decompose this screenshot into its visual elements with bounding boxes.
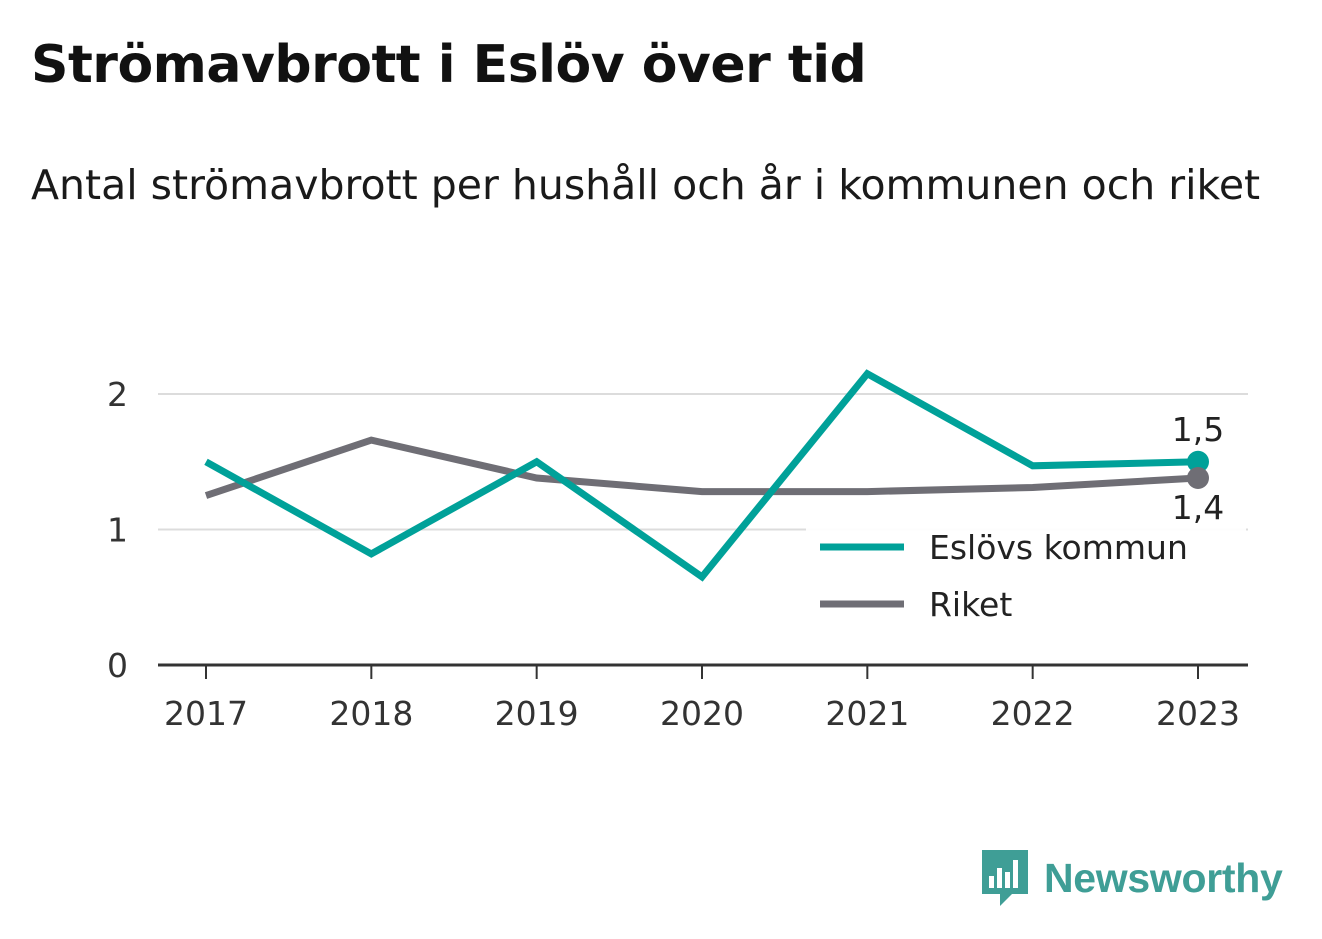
series: 1,5 1,4 <box>204 369 1224 582</box>
end-label: 1,4 <box>1172 488 1224 527</box>
x-tick-label: 2021 <box>825 694 909 733</box>
end-label: 1,5 <box>1172 410 1224 449</box>
newsworthy-logo: Newsworthy <box>980 848 1283 908</box>
y-tick-label: 1 <box>107 511 128 550</box>
chart-subtitle: Antal strömavbrott per hushåll och år i … <box>31 161 1261 209</box>
legend: Eslövs kommun Riket <box>806 524 1246 636</box>
x-tick-label: 2019 <box>495 694 579 733</box>
brand-name: Newsworthy <box>1044 854 1283 901</box>
x-tick-label: 2018 <box>329 694 413 733</box>
end-point-eslov <box>1187 450 1209 473</box>
legend-label: Riket <box>929 585 1012 624</box>
y-tick-label: 0 <box>107 646 128 685</box>
axes: 0 1 2 2017 2018 2019 2020 2021 2022 2023 <box>107 375 1248 733</box>
y-tick-label: 2 <box>107 375 128 414</box>
x-tick-label: 2022 <box>991 694 1075 733</box>
line-chart: 0 1 2 2017 2018 2019 2020 2021 2022 2023 1,5 1,4 E… <box>107 369 1248 733</box>
bar-chart-speech-bubble-icon <box>982 850 1028 906</box>
legend-label: Eslövs kommun <box>929 528 1188 567</box>
x-tick-label: 2023 <box>1156 694 1240 733</box>
series-line-riket <box>204 436 1199 499</box>
end-point-riket <box>1187 467 1209 490</box>
legend-background <box>806 524 1246 636</box>
x-tick-label: 2017 <box>164 694 248 733</box>
chart-title: Strömavbrott i Eslöv över tid <box>31 35 867 95</box>
x-tick-label: 2020 <box>660 694 744 733</box>
series-line-eslov <box>204 369 1199 582</box>
